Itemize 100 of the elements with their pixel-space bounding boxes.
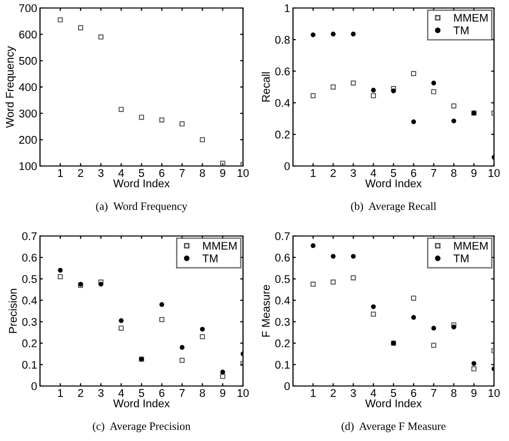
x-tick-label: 5 (390, 389, 396, 397)
x-tick-label: 5 (138, 389, 144, 397)
x-tick-label: 3 (98, 389, 104, 397)
x-tick-label: 9 (220, 169, 226, 177)
point (431, 326, 436, 331)
point (159, 302, 164, 307)
x-tick-label: 6 (411, 389, 416, 397)
legend-label: MMEM (454, 14, 488, 22)
point (180, 345, 184, 350)
y-axis-title: Recall (262, 72, 270, 102)
point (472, 361, 476, 366)
point (451, 324, 456, 330)
y-tick-label: 0.2 (22, 339, 37, 348)
x-axis-title: Word Index (365, 179, 422, 188)
x-tick-label: 6 (411, 169, 416, 177)
point (58, 268, 63, 273)
x-tick-label: 2 (78, 389, 84, 397)
y-tick-label: 0.6 (275, 254, 290, 262)
x-tick-label: 7 (180, 169, 185, 177)
y-tick-label: 0.2 (275, 130, 290, 139)
point (200, 326, 205, 332)
y-tick-label: 0.5 (22, 275, 37, 283)
y-tick-label: 0 (284, 382, 290, 390)
x-tick-label: 10 (488, 389, 500, 397)
y-tick-label: 0.4 (275, 99, 290, 107)
y-axis-title: Precision (8, 288, 17, 333)
text: (d) Average F Measure (342, 422, 446, 432)
y-axis-title: F Measure (262, 284, 270, 337)
x-tick-label: 5 (390, 169, 396, 177)
x-tick-label: 7 (431, 169, 436, 177)
y-tick-label: 0 (284, 162, 290, 170)
x-tick-label: 4 (370, 389, 376, 397)
y-axis-title: Word Frequency (6, 46, 16, 128)
y-tick-label: 0.1 (275, 360, 290, 369)
y-tick-label: 0.3 (275, 318, 290, 326)
point (431, 80, 436, 86)
x-tick-label: 10 (238, 169, 249, 177)
point (371, 88, 376, 93)
point (220, 370, 226, 374)
x-tick-label: 2 (330, 389, 336, 397)
x-tick-label: 8 (200, 389, 206, 397)
text: (b) Average Recall (351, 202, 436, 212)
point (310, 32, 316, 38)
x-tick-label: 8 (451, 389, 456, 397)
x-tick-label: 1 (310, 389, 316, 397)
y-tick-label: 0.7 (275, 232, 290, 240)
y-tick-label: 0 (31, 382, 37, 390)
x-tick-label: 1 (58, 389, 63, 397)
legend-label: TM (202, 254, 218, 262)
x-tick-label: 6 (159, 389, 164, 397)
x-tick-label: 4 (118, 169, 124, 177)
y-tick-label: 200 (19, 136, 37, 144)
y-tick-label: 0.1 (22, 360, 37, 369)
y-tick-label: 0.2 (275, 339, 290, 348)
text: (c) Average Precision (92, 422, 190, 432)
y-tick-label: 0.7 (22, 232, 37, 240)
legend-label: MMEM (454, 242, 488, 250)
y-tick-label: 600 (19, 30, 37, 38)
x-tick-label: 8 (200, 169, 206, 177)
x-tick-label: 10 (488, 169, 500, 177)
point (391, 88, 396, 94)
point (310, 243, 316, 248)
y-tick-label: 0.5 (275, 275, 290, 283)
x-tick-label: 10 (238, 389, 249, 397)
x-tick-label: 7 (431, 389, 436, 397)
point (330, 254, 336, 259)
x-tick-label: 9 (471, 389, 476, 397)
legend-label: TM (454, 26, 468, 34)
x-tick-label: 2 (330, 169, 336, 177)
x-tick-label: 3 (350, 389, 356, 397)
y-tick-label: 500 (19, 56, 37, 65)
x-tick-label: 1 (310, 169, 316, 177)
x-tick-label: 2 (78, 169, 84, 177)
point (350, 32, 356, 36)
y-tick-label: 0.8 (275, 36, 290, 44)
x-tick-label: 3 (350, 169, 356, 177)
point (411, 119, 416, 124)
text: (a) Word Frequency (96, 202, 188, 212)
x-tick-label: 8 (451, 169, 456, 177)
y-tick-label: 0.6 (22, 254, 37, 262)
legend-label: MMEM (203, 242, 237, 250)
y-tick-label: 100 (20, 162, 37, 170)
x-tick-label: 3 (98, 169, 104, 177)
x-tick-label: 9 (220, 389, 226, 397)
y-tick-label: 300 (19, 110, 37, 118)
x-tick-label: 4 (118, 389, 124, 397)
point (350, 254, 356, 259)
x-tick-label: 6 (159, 169, 164, 177)
legend-label: TM (454, 254, 468, 262)
y-tick-label: 700 (19, 4, 37, 12)
y-tick-label: 0.6 (275, 67, 290, 76)
point (330, 32, 336, 36)
y-tick-label: 0.4 (22, 296, 37, 304)
point (411, 315, 416, 320)
y-tick-label: 0.3 (22, 318, 37, 326)
x-tick-label: 4 (370, 169, 376, 177)
x-tick-label: 9 (471, 169, 476, 177)
x-axis-title: Word Index (113, 399, 170, 408)
x-tick-label: 1 (58, 169, 63, 177)
y-tick-label: 0.4 (275, 296, 290, 304)
